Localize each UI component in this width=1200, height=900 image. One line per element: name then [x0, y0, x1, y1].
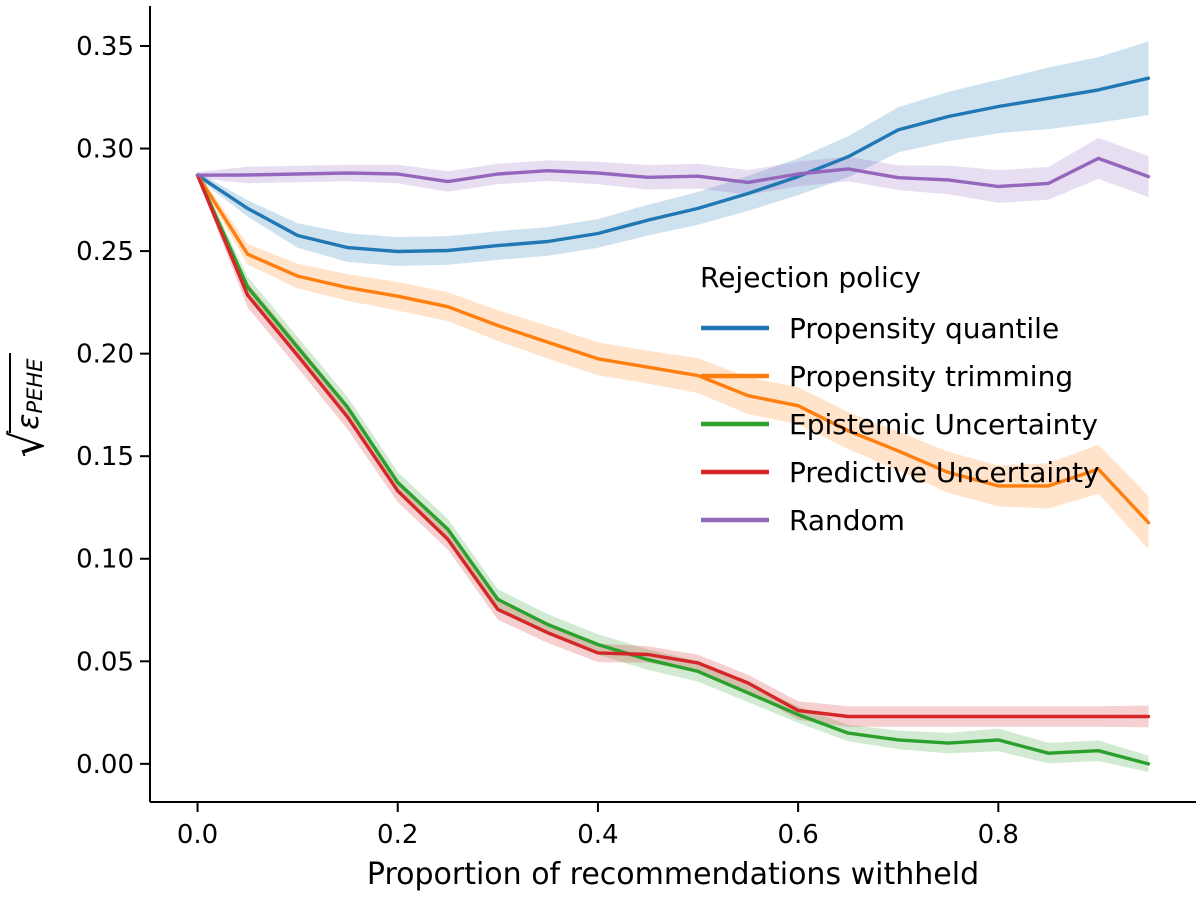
- epsilon-symbol: ε: [10, 413, 46, 430]
- line-random: [195, 156, 1151, 189]
- legend-item-propensity-trimming: Propensity trimming: [701, 360, 1073, 393]
- legend-title: Rejection policy: [700, 261, 921, 294]
- y-tick-label: 0.10: [76, 545, 134, 575]
- x-tick-label: 0.6: [777, 820, 818, 850]
- x-tick-label: 0.0: [177, 820, 218, 850]
- legend-label-epistemic-uncertainty: Epistemic Uncertainty: [789, 408, 1098, 441]
- confidence-band-propensity-quantile: [197, 41, 1149, 266]
- legend-item-predictive-uncertainty: Predictive Uncertainty: [701, 456, 1100, 489]
- line-predictive-uncertainty: [195, 173, 1151, 719]
- x-tick-label: 0.2: [377, 820, 418, 850]
- y-tick-label: 0.00: [76, 750, 134, 780]
- x-tick-label: 0.4: [577, 820, 618, 850]
- pehe-subscript: PEHE: [23, 358, 48, 414]
- line-propensity-quantile: [195, 76, 1151, 254]
- confidence-band-epistemic-uncertainty: [197, 172, 1149, 773]
- y-tick-label: 0.15: [76, 442, 134, 472]
- legend-label-predictive-uncertainty: Predictive Uncertainty: [789, 456, 1100, 489]
- y-tick-label: 0.35: [76, 32, 134, 62]
- legend: Rejection policy Propensity quantile Prope…: [700, 261, 1100, 537]
- y-axis-label: √ εPEHE: [0, 275, 57, 535]
- x-tick-label: 0.8: [978, 820, 1019, 850]
- y-tick-label: 0.30: [76, 135, 134, 165]
- line-propensity-trimming: [195, 173, 1151, 525]
- legend-item-epistemic-uncertainty: Epistemic Uncertainty: [701, 408, 1098, 441]
- legend-label-random: Random: [789, 504, 905, 537]
- legend-label-propensity-quantile: Propensity quantile: [789, 312, 1059, 345]
- confidence-band-random: [197, 137, 1149, 203]
- legend-item-propensity-quantile: Propensity quantile: [701, 312, 1059, 345]
- y-tick-label: 0.25: [76, 237, 134, 267]
- sqrt-radical-glyph: √: [0, 430, 54, 458]
- y-tick-label: 0.20: [76, 340, 134, 370]
- sqrt-vinculum: εPEHE: [8, 352, 48, 433]
- legend-label-propensity-trimming: Propensity trimming: [789, 360, 1073, 393]
- x-axis-label: Proportion of recommendations withheld: [367, 857, 979, 892]
- line-epistemic-uncertainty: [195, 173, 1151, 766]
- legend-item-random: Random: [701, 504, 905, 537]
- y-tick-label: 0.05: [76, 647, 134, 677]
